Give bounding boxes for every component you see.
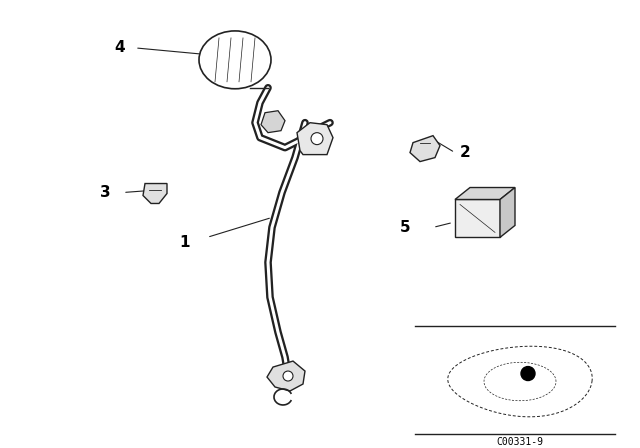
Text: 1: 1 [180, 235, 190, 250]
Text: 3: 3 [100, 185, 110, 200]
Ellipse shape [199, 31, 271, 89]
Polygon shape [500, 188, 515, 237]
Text: 2: 2 [460, 145, 470, 160]
Polygon shape [297, 123, 333, 155]
Polygon shape [261, 111, 285, 133]
Circle shape [521, 366, 535, 380]
Text: 4: 4 [115, 40, 125, 56]
Polygon shape [455, 199, 500, 237]
Polygon shape [143, 184, 167, 203]
Polygon shape [410, 136, 440, 162]
Polygon shape [455, 188, 515, 199]
Polygon shape [267, 361, 305, 391]
Circle shape [283, 371, 293, 381]
Circle shape [311, 133, 323, 145]
Text: 5: 5 [400, 220, 410, 235]
Text: C00331-9: C00331-9 [497, 437, 543, 447]
